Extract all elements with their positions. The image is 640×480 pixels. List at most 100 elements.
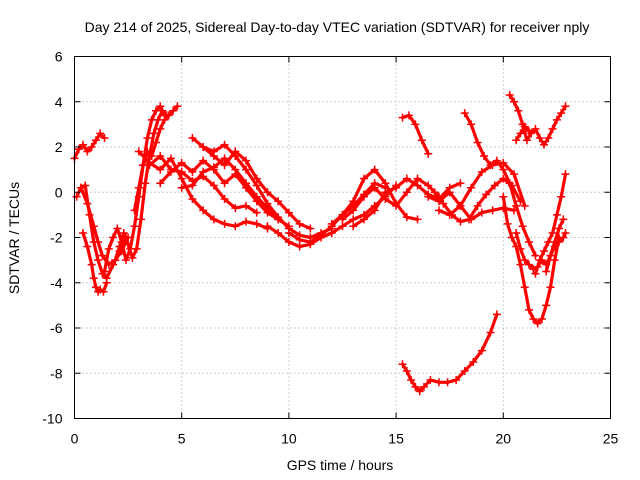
data-point <box>76 183 85 192</box>
data-point <box>102 278 111 287</box>
data-point <box>166 167 175 176</box>
data-point <box>72 192 81 201</box>
data-point <box>557 192 566 201</box>
data-point <box>533 319 542 328</box>
series-pass-q <box>340 177 441 221</box>
data-point <box>149 129 158 138</box>
data-point <box>143 147 152 156</box>
data-point <box>134 147 143 156</box>
data-point <box>252 192 261 201</box>
data-point <box>544 238 553 247</box>
data-point <box>177 174 186 183</box>
data-point <box>520 122 529 131</box>
data-point <box>143 133 152 142</box>
y-tick-label: -4 <box>50 275 63 291</box>
data-point <box>242 217 251 226</box>
data-point <box>177 167 186 176</box>
data-point <box>486 328 495 337</box>
data-point <box>156 165 165 174</box>
data-point <box>274 213 283 222</box>
data-point <box>252 181 261 190</box>
data-point <box>220 195 229 204</box>
data-point <box>426 376 435 385</box>
data-point <box>338 222 347 231</box>
data-point <box>439 199 448 208</box>
data-point <box>349 197 358 206</box>
data-point <box>404 111 413 120</box>
data-point <box>242 156 251 165</box>
y-axis-label: SDTVAR / TECUs <box>6 182 22 294</box>
data-point <box>370 206 379 215</box>
data-point <box>548 124 557 133</box>
data-point <box>156 124 165 133</box>
data-point <box>160 115 169 124</box>
data-point <box>147 152 156 161</box>
data-point <box>252 208 261 217</box>
data-point <box>295 219 304 228</box>
data-point <box>263 222 272 231</box>
data-point <box>156 179 165 188</box>
data-point <box>284 238 293 247</box>
data-point <box>392 183 401 192</box>
data-point <box>87 143 96 151</box>
data-point <box>411 382 420 391</box>
data-point <box>136 215 145 224</box>
data-point <box>561 228 570 237</box>
x-tick-label: 10 <box>281 431 297 447</box>
x-tick-label: 0 <box>71 431 79 447</box>
data-point <box>284 228 293 237</box>
data-point <box>242 165 251 174</box>
data-point <box>109 233 118 242</box>
series-pass-l <box>190 136 312 231</box>
data-point <box>480 152 489 161</box>
y-tick-label: 4 <box>55 94 63 110</box>
data-point <box>525 305 534 314</box>
data-point <box>411 120 420 129</box>
data-point <box>430 188 439 197</box>
data-point <box>525 127 534 136</box>
data-point <box>548 228 557 237</box>
data-point <box>520 201 529 210</box>
data-point <box>516 244 525 253</box>
data-point <box>89 222 98 231</box>
data-point <box>445 210 454 219</box>
data-point <box>252 219 261 228</box>
data-point <box>220 154 229 163</box>
data-point <box>537 314 546 323</box>
data-point <box>231 222 240 231</box>
data-point <box>516 260 525 269</box>
data-point <box>505 179 514 188</box>
data-point <box>402 213 411 222</box>
data-point <box>79 140 88 149</box>
data-point <box>263 199 272 208</box>
data-point <box>525 260 534 269</box>
data-point <box>359 192 368 201</box>
data-point <box>456 179 465 188</box>
x-tick-label: 5 <box>178 431 186 447</box>
data-point <box>467 120 476 129</box>
data-point <box>145 161 154 170</box>
data-point <box>89 274 98 283</box>
data-point <box>166 154 175 163</box>
grid-lines <box>74 56 611 419</box>
data-point <box>546 251 555 260</box>
data-point <box>327 228 336 237</box>
data-point <box>231 165 240 174</box>
data-point <box>559 233 568 242</box>
data-point <box>100 133 109 142</box>
data-point <box>424 192 433 201</box>
data-point <box>338 215 347 224</box>
data-point <box>542 267 551 276</box>
data-point <box>490 181 499 190</box>
data-point <box>295 242 304 251</box>
data-point <box>492 310 501 319</box>
data-point <box>381 188 390 197</box>
data-point <box>510 170 519 179</box>
data-point <box>295 235 304 244</box>
data-point <box>477 208 486 217</box>
data-point <box>542 301 551 310</box>
data-point <box>392 201 401 210</box>
data-point <box>349 215 358 224</box>
data-point <box>434 206 443 215</box>
data-point <box>327 219 336 228</box>
